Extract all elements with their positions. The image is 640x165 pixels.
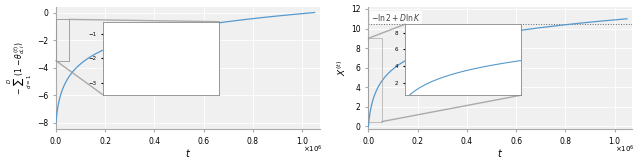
Bar [56,19,69,61]
Text: $\times10^6$: $\times10^6$ [615,144,635,155]
Y-axis label: $-\sum_{d=1}^{D}(1-\theta_{d,i}^{(t)})$: $-\sum_{d=1}^{D}(1-\theta_{d,i}^{(t)})$ [6,41,34,95]
X-axis label: $t$: $t$ [185,148,191,159]
Bar [369,38,382,122]
Y-axis label: $X^{(t)}$: $X^{(t)}$ [336,60,348,76]
Text: $\times10^6$: $\times10^6$ [303,144,323,155]
X-axis label: $t$: $t$ [497,148,503,159]
Text: $-\ln 2 + D\ln K$: $-\ln 2 + D\ln K$ [371,12,421,23]
Bar [56,19,69,61]
